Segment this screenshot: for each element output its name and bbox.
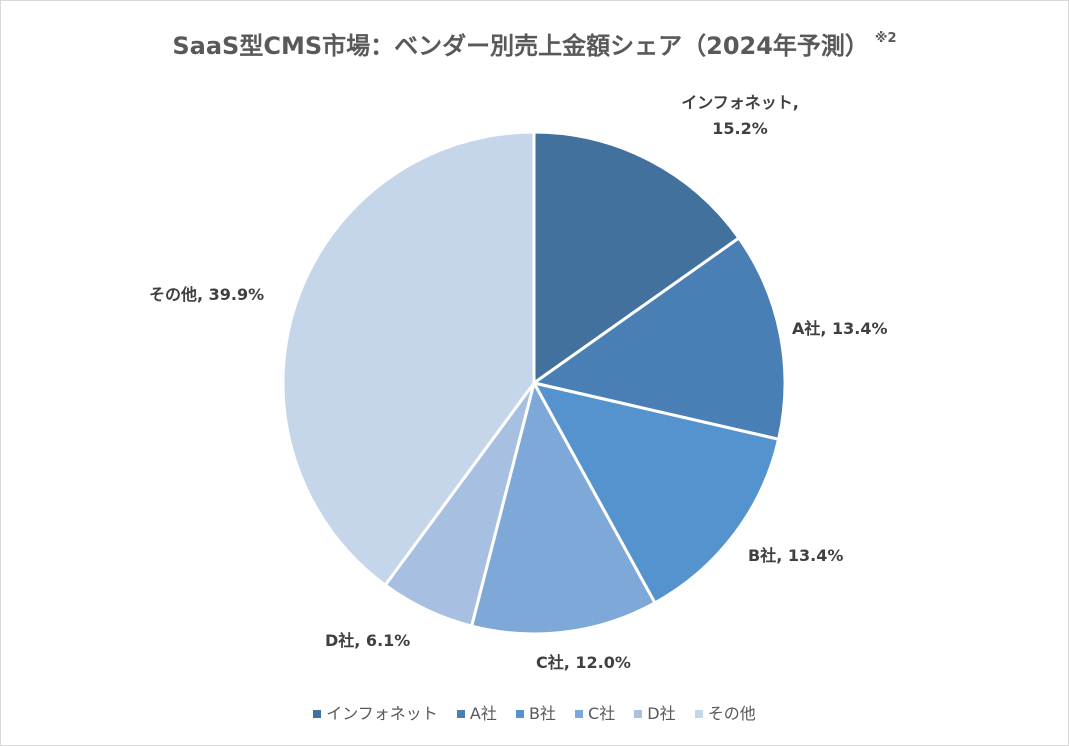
data-label-infonet-name: インフォネット,: [681, 93, 799, 112]
legend-item-b: B社: [515, 700, 556, 724]
legend-item-infonet: インフォネット: [313, 700, 438, 724]
pie-slice-infonet: [532, 130, 741, 385]
legend-swatch-other: [694, 710, 703, 718]
data-label-infonet-value: 15.2%: [712, 119, 768, 138]
data-label-b: B社, 13.4%: [748, 546, 844, 565]
legend-item-a: A社: [456, 700, 497, 724]
chart-title-container: SaaS型CMS市場：ベンダー別売上金額シェア（2024年予測） ※2: [0, 26, 1069, 61]
pie-slice-b: [532, 381, 781, 605]
data-label-infonet: インフォネット, 15.2%: [660, 90, 820, 142]
legend-label-d: D社: [647, 704, 676, 723]
pie-slice-other: [281, 130, 536, 587]
legend-swatch-b: [515, 710, 524, 718]
legend-swatch-a: [456, 710, 465, 718]
legend-item-d: D社: [634, 700, 676, 724]
legend-label-other: その他: [707, 704, 756, 723]
legend-item-c: C社: [575, 700, 615, 724]
data-label-d: D社, 6.1%: [325, 631, 411, 650]
legend-swatch-d: [634, 710, 643, 718]
legend-swatch-infonet: [313, 710, 322, 718]
legend-label-b: B社: [528, 704, 556, 723]
data-label-c: C社, 12.0%: [536, 653, 631, 672]
chart-title-note: ※2: [874, 31, 897, 46]
legend-label-c: C社: [588, 704, 616, 723]
legend-swatch-c: [575, 710, 584, 718]
pie-slice-a: [532, 236, 787, 441]
chart-title: SaaS型CMS市場：ベンダー別売上金額シェア（2024年予測）: [172, 32, 869, 60]
chart-legend: インフォネット A社 B社 C社 D社 その他: [0, 700, 1069, 724]
legend-label-a: A社: [469, 704, 497, 723]
data-label-a: A社, 13.4%: [792, 319, 888, 338]
legend-label-infonet: インフォネット: [326, 704, 438, 723]
legend-item-other: その他: [694, 700, 756, 724]
data-label-other: その他, 39.9%: [149, 285, 265, 304]
pie-slice-c: [470, 381, 657, 636]
